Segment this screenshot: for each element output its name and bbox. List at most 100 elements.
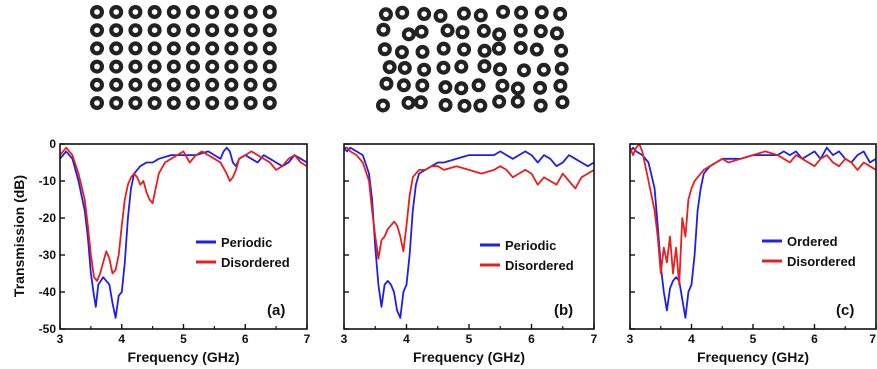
rod-core — [132, 100, 139, 106]
rod-core — [383, 80, 390, 87]
y-axis-label: Transmission (dB) — [11, 175, 27, 297]
rod-core — [228, 27, 235, 33]
rod-core — [132, 82, 139, 88]
rod-core — [538, 9, 545, 16]
rod-core — [228, 45, 235, 52]
rod-core — [247, 9, 254, 15]
rod-core — [190, 45, 196, 52]
rod-core — [113, 82, 119, 88]
rod-core — [228, 82, 235, 88]
legend-entry: Disordered — [787, 254, 856, 269]
x-axis-label: Frequency (GHz) — [697, 349, 809, 365]
chart-panel-3: 3 4 5 6 7 Frequency (GHz) Ordered Disordered (c) — [627, 143, 877, 365]
x-tick-label: 4 — [688, 332, 695, 346]
rod-core — [113, 100, 119, 106]
legend-entry: Ordered — [787, 234, 838, 249]
rod-core — [477, 12, 484, 19]
x-tick-label: 5 — [180, 332, 187, 346]
chart-panels: 3 4 5 6 7 0 -10 -20 -30 -40 -50 Frequency (GHz) Peri… — [39, 137, 877, 365]
series-line-disordered — [344, 146, 594, 260]
series-line-periodic — [344, 146, 594, 319]
rod-core — [499, 82, 506, 89]
rod-core — [496, 98, 502, 105]
rod-core — [458, 85, 465, 92]
y-tick-label: -20 — [39, 211, 57, 225]
series-line-periodic — [60, 146, 307, 319]
rod-core — [171, 63, 177, 70]
rod-core — [459, 29, 466, 36]
rod-core — [497, 66, 503, 73]
rod-core — [209, 82, 215, 88]
rod-core — [444, 27, 451, 34]
x-tick-label: 5 — [466, 332, 473, 346]
legend-entry: Disordered — [221, 255, 290, 270]
disordered-array — [376, 4, 570, 113]
rod-core — [419, 49, 426, 55]
x-tick-label: 4 — [118, 332, 125, 346]
rod-core — [517, 45, 524, 51]
rod-core — [481, 47, 488, 54]
chart-panel-2: 3 4 5 6 7 Frequency (GHz) Periodic Disordered (b… — [341, 143, 598, 365]
x-tick-label: 3 — [341, 332, 348, 346]
rod-core — [190, 100, 196, 106]
rod-core — [228, 100, 235, 106]
rod-core — [209, 27, 215, 33]
series-line-disordered — [60, 146, 307, 282]
series-line-ordered — [630, 146, 876, 319]
rod-core — [383, 11, 389, 18]
rod-core — [190, 27, 196, 33]
x-tick-label: 4 — [403, 332, 410, 346]
rod-core — [554, 30, 560, 37]
rod-core — [533, 46, 540, 53]
panel-label: (c) — [836, 302, 854, 319]
legend: Periodic Disordered — [480, 238, 574, 273]
rod-core — [94, 63, 100, 70]
rod-core — [517, 27, 524, 34]
rod-core — [247, 27, 254, 33]
rod-core — [132, 63, 139, 70]
rod-core — [151, 100, 158, 106]
rod-core — [209, 45, 215, 52]
rod-core — [247, 82, 254, 88]
rod-core — [94, 100, 100, 106]
rod-core — [190, 9, 196, 15]
rod-core — [421, 11, 427, 17]
rod-core — [405, 100, 412, 106]
y-tick-label: 0 — [49, 137, 56, 151]
legend-entry: Periodic — [505, 238, 556, 253]
rod-core — [399, 9, 406, 16]
x-tick-label: 3 — [627, 332, 634, 346]
rod-core — [228, 63, 235, 70]
rod-core — [521, 67, 527, 74]
rod-core — [267, 82, 273, 88]
legend-entry: Disordered — [505, 258, 574, 273]
rod-core — [171, 100, 177, 106]
legend: Ordered Disordered — [762, 234, 856, 269]
legend: Periodic Disordered — [196, 235, 290, 270]
rod-core — [537, 102, 544, 109]
rod-core — [228, 9, 235, 15]
rod-core — [247, 63, 254, 70]
rod-core — [113, 9, 119, 15]
chart-panel-1: 3 4 5 6 7 0 -10 -20 -30 -40 -50 Frequency (GHz) Peri… — [39, 137, 311, 365]
rod-core — [518, 9, 524, 16]
rod-core — [171, 27, 177, 33]
rod-core — [440, 45, 447, 52]
rod-core — [267, 27, 273, 33]
rod-core — [496, 45, 502, 52]
rod-core — [559, 99, 566, 106]
rod-core — [515, 85, 521, 92]
rod-core — [537, 85, 543, 91]
rod-core — [94, 82, 100, 88]
rod-core — [171, 82, 177, 88]
rod-core — [382, 46, 388, 53]
rod-core — [461, 10, 467, 17]
rod-core — [558, 65, 565, 72]
rod-core — [477, 102, 484, 109]
rod-core — [421, 66, 427, 73]
rod-core — [461, 46, 467, 53]
rod-core — [151, 82, 158, 88]
rod-core — [209, 63, 215, 70]
rod-core — [380, 102, 386, 109]
rod-core — [113, 63, 119, 70]
